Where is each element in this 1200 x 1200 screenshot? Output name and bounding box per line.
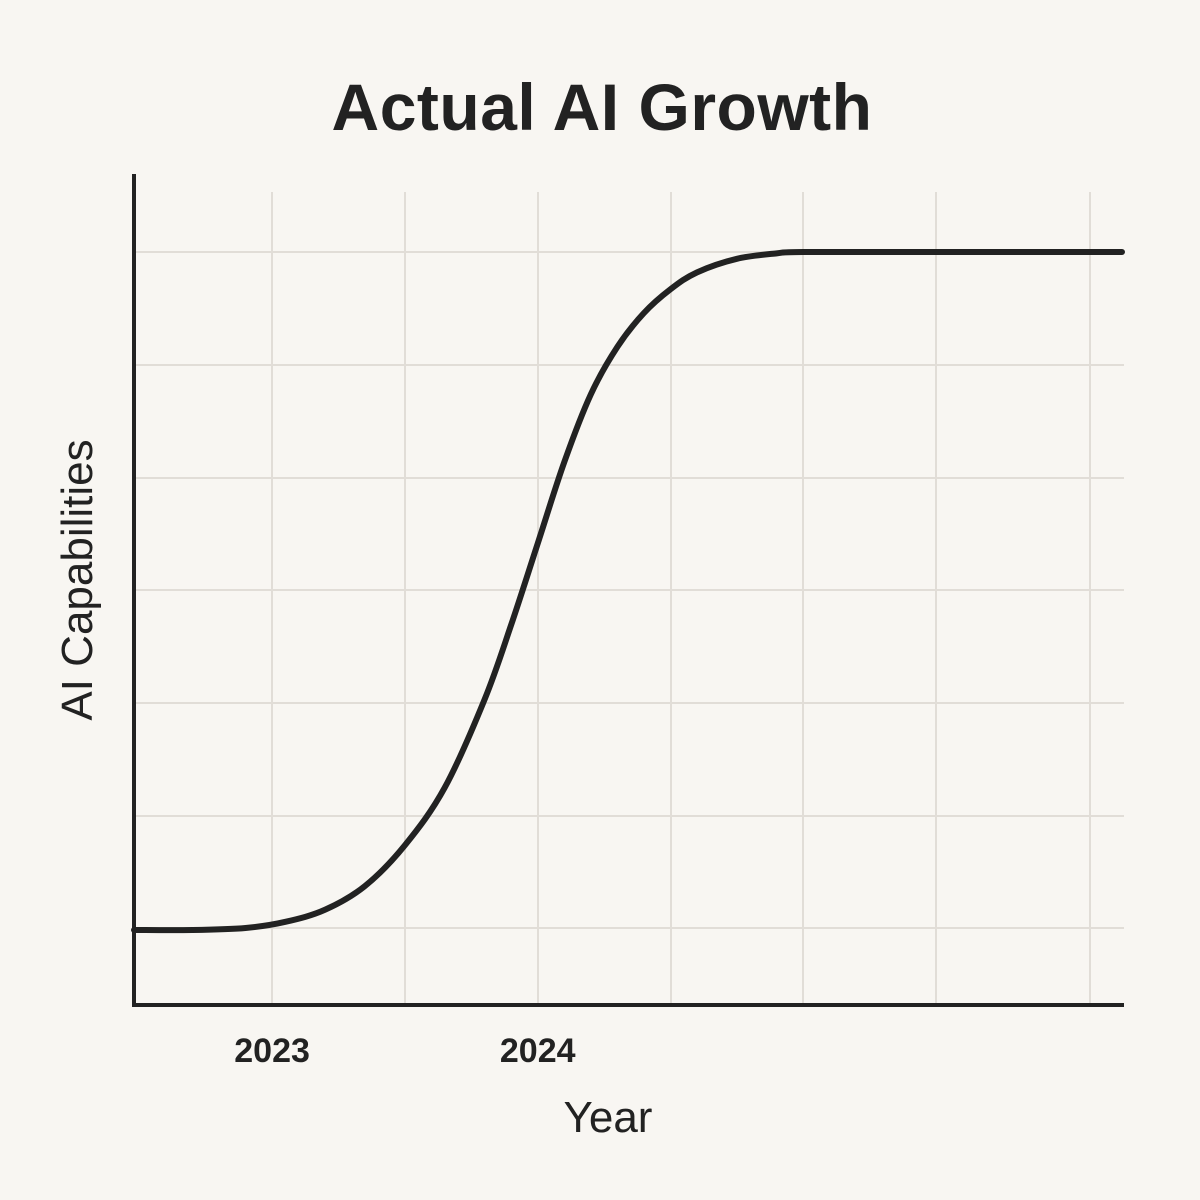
x-tick-labels: 2023 2024 bbox=[234, 1032, 575, 1070]
grid bbox=[134, 192, 1124, 1005]
chart-title: Actual AI Growth bbox=[332, 70, 873, 144]
y-axis-label: AI Capabilities bbox=[53, 439, 102, 720]
series-line bbox=[131, 248, 1125, 934]
x-axis-label: Year bbox=[564, 1093, 653, 1142]
series-group bbox=[131, 248, 1125, 934]
x-tick-label: 2023 bbox=[234, 1032, 310, 1070]
x-tick-label: 2024 bbox=[500, 1032, 576, 1070]
